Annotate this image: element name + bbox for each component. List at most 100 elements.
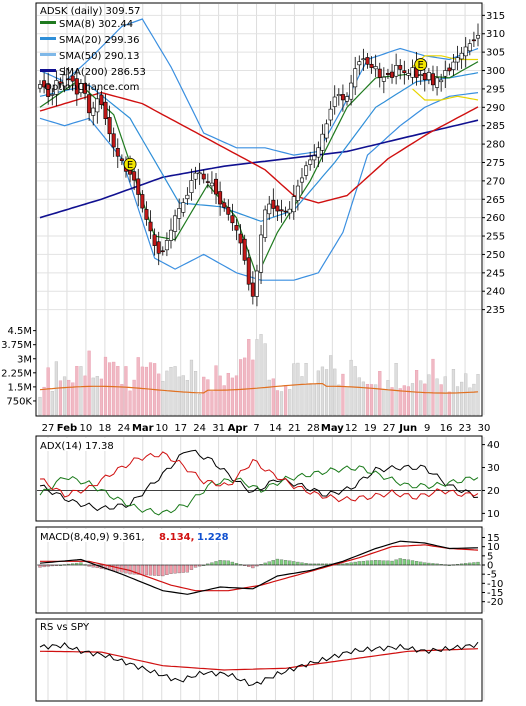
rs-panel: [35, 618, 483, 702]
volume-bar: [202, 376, 206, 416]
macd-histogram-bar: [222, 560, 226, 566]
price-tick-label: 300: [486, 66, 505, 77]
candle-body: [369, 63, 374, 68]
volume-bar: [439, 384, 443, 416]
volume-bar: [251, 359, 255, 416]
candle-body: [271, 199, 276, 209]
macd-histogram-bar: [181, 564, 185, 573]
volume-bar: [300, 376, 304, 416]
volume-bar: [263, 343, 267, 416]
price-tick-label: 305: [486, 48, 505, 59]
price-tick-label: 250: [486, 250, 505, 261]
volume-bar: [320, 366, 325, 416]
legend-sma20: SMA(20) 299.36: [59, 35, 140, 46]
volume-bar: [157, 373, 161, 416]
volume-bar: [460, 381, 464, 416]
volume-bar: [62, 376, 67, 416]
price-tick-label: 280: [486, 140, 505, 151]
macd-histogram-bar: [267, 561, 271, 566]
macd-histogram-bar: [185, 564, 190, 573]
adx-tick-label: 40: [487, 440, 500, 451]
adx-series-di: [39, 451, 479, 503]
volume-bar: [333, 368, 337, 416]
volume-bar: [316, 370, 320, 416]
price-tick-label: 275: [486, 158, 505, 169]
volume-bar: [185, 380, 189, 416]
candle-body: [463, 46, 468, 57]
earnings-marker-label: E: [127, 160, 133, 171]
candle-body: [197, 172, 202, 175]
candle-body: [390, 71, 395, 78]
x-tick-label: Feb: [57, 423, 77, 434]
candle-body: [279, 209, 284, 212]
volume-bar: [189, 359, 194, 416]
candle-body: [471, 39, 476, 42]
volume-bar: [386, 380, 390, 416]
macd-histogram-bar: [251, 564, 255, 569]
macd-histogram-bar: [369, 560, 374, 566]
macd-histogram-bar: [296, 561, 300, 566]
candle-body: [254, 270, 259, 297]
watermark: OptionChance.com: [44, 82, 139, 93]
volume-bar: [128, 390, 132, 416]
candle-body: [136, 178, 141, 195]
macd-histogram-bar: [349, 562, 353, 566]
candle-body: [299, 177, 304, 183]
candle-body: [467, 43, 472, 52]
volume-bar: [476, 374, 480, 416]
x-tick-label: 30: [478, 423, 491, 434]
macd-histogram-bar: [398, 558, 402, 566]
macd-histogram-bar: [210, 562, 214, 566]
volume-bar: [116, 366, 120, 416]
candle-body: [181, 202, 186, 213]
x-tick-label: 24: [193, 423, 206, 434]
price-tick-label: 310: [486, 29, 505, 40]
price-tick-label: 260: [486, 213, 505, 224]
volume-bar: [198, 393, 202, 416]
candle-body: [148, 221, 153, 232]
adx-series-di: [39, 465, 479, 516]
candle-body: [418, 74, 423, 76]
legend-sma8: SMA(8) 302.44: [59, 19, 133, 30]
volume-bar: [46, 367, 50, 416]
candle-body: [406, 73, 411, 76]
volume-bar: [218, 375, 222, 416]
candle-body: [160, 250, 165, 253]
price-tick-label: 265: [486, 195, 505, 206]
candle-body: [385, 72, 390, 75]
candle-body: [353, 68, 358, 88]
macd-tick-label: -15: [487, 588, 503, 599]
volume-bar: [435, 378, 439, 416]
volume-bar: [292, 363, 296, 416]
candle-body: [430, 73, 435, 86]
volume-bar: [329, 355, 333, 416]
price-tick-label: 245: [486, 268, 505, 279]
macd-tick-label: -10: [487, 579, 503, 590]
legend-sma50: SMA(50) 290.13: [59, 51, 140, 62]
candle-body: [455, 57, 460, 63]
volume-bar: [42, 386, 46, 416]
volume-tick-label: 2.25M: [1, 368, 32, 379]
macd-histogram-bar: [419, 561, 423, 566]
sma20-line: [39, 72, 479, 222]
volume-bar: [136, 357, 140, 416]
adx-tick-label: 20: [487, 486, 500, 497]
candle-body: [324, 123, 329, 139]
volume-bar: [226, 372, 230, 416]
volume-bar: [271, 378, 275, 416]
macd-histogram-bar: [218, 560, 222, 566]
volume-bar: [181, 375, 185, 416]
volume-bar: [67, 379, 71, 416]
adx-tick-label: 30: [487, 463, 500, 474]
candle-body: [91, 107, 96, 116]
volume-bar: [238, 359, 243, 416]
macd-histogram-bar: [214, 561, 218, 566]
x-tick-label: 24: [117, 423, 130, 434]
candle-body: [410, 67, 415, 78]
x-tick-label: 17: [174, 423, 187, 434]
candle-body: [74, 78, 79, 95]
macd-tick-label: -20: [487, 597, 503, 608]
macd-histogram-bar: [91, 564, 95, 568]
volume-bar: [406, 386, 411, 416]
